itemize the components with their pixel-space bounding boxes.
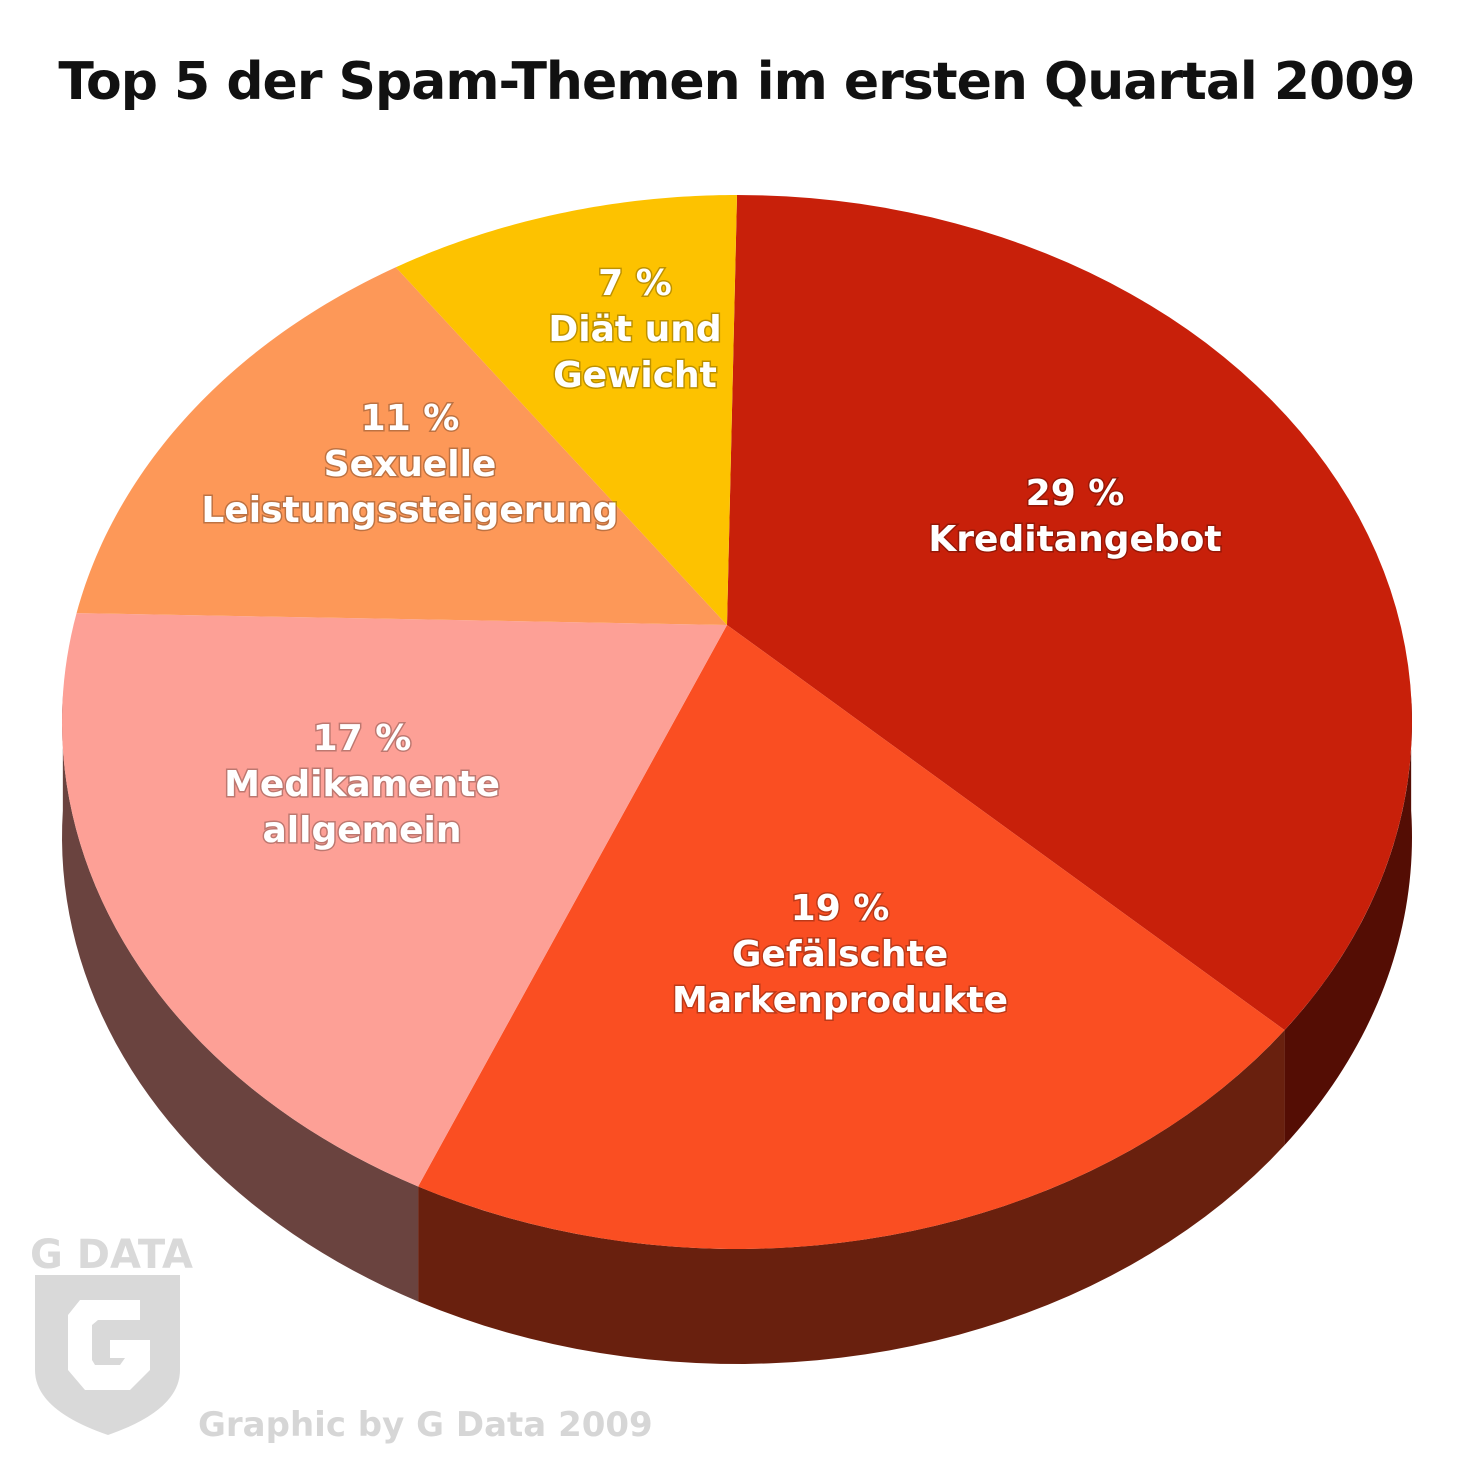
slice-label: 7 % Diät und Gewicht [548, 263, 721, 396]
slice-category-label: Sexuelle [324, 444, 497, 485]
pie-slice [76, 267, 727, 625]
pie-side-1 [418, 1030, 1285, 1364]
pie-side-2 [62, 695, 419, 1302]
slice-category-label: allgemein [262, 810, 461, 851]
slice-label: 17 % Medikamente allgemein [224, 718, 500, 851]
pie-slice [418, 625, 1285, 1249]
pie-slice [62, 613, 728, 1187]
slice-category-label: Gewicht [553, 355, 717, 396]
slice-category-label: Medikamente [224, 764, 500, 805]
g-data-logo: G DATA [30, 1232, 193, 1435]
pie-slice [395, 195, 737, 625]
slice-value-label: 29 % [1026, 473, 1125, 514]
slice-category-label: Markenprodukte [672, 980, 1008, 1021]
svg-text:G DATA: G DATA [30, 1232, 193, 1278]
pie-side-0 [1284, 695, 1412, 1146]
slice-value-label: 11 % [361, 398, 460, 439]
slice-category-label: Diät und [548, 309, 721, 350]
slice-category-label: Kreditangebot [928, 519, 1221, 560]
slice-label: 29 % Kreditangebot [928, 473, 1221, 560]
slice-value-label: 17 % [313, 718, 412, 759]
slice-value-label: 19 % [791, 888, 890, 929]
pie-slice [727, 195, 1412, 1031]
slice-label: 11 % Sexuelle Leistungssteigerung [201, 398, 618, 531]
slice-label: 19 % Gefälschte Markenprodukte [672, 888, 1008, 1021]
slice-value-label: 7 % [598, 263, 672, 304]
slice-category-label: Gefälschte [732, 934, 948, 975]
credit-text: Graphic by G Data 2009 [198, 1405, 653, 1445]
chart-title: Top 5 der Spam-Themen im ersten Quartal … [58, 52, 1415, 112]
slice-category-label: Leistungssteigerung [201, 490, 618, 531]
